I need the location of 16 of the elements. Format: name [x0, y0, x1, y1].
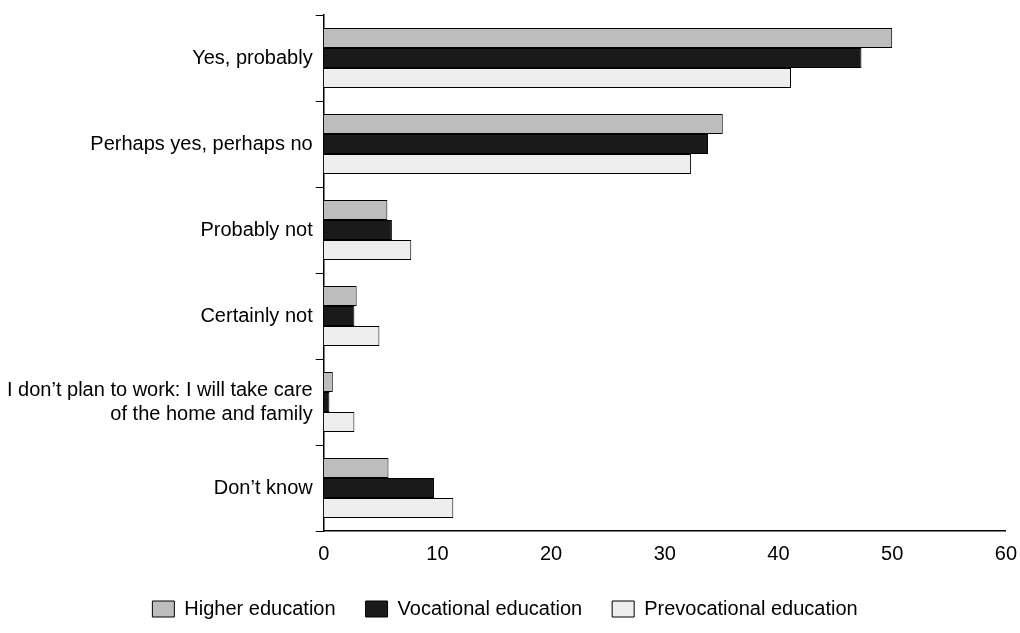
x-tick-label: 10	[426, 541, 449, 564]
x-tick-label: 40	[767, 541, 790, 564]
y-tick-label: Yes, probably	[192, 45, 313, 68]
legend-label: Higher education	[184, 596, 336, 619]
y-tick-label: Perhaps yes, perhaps no	[90, 131, 313, 154]
legend-label: Vocational education	[397, 596, 583, 619]
y-tick-label: Certainly not	[200, 303, 314, 326]
legend-label: Prevocational education	[644, 596, 858, 619]
x-tick-label: 50	[881, 541, 904, 564]
y-tick-label: Don’t know	[213, 475, 314, 498]
y-tick-label: Probably not	[200, 217, 314, 240]
x-tick-label: 30	[653, 541, 676, 564]
y-tick-label: I don’t plan to work: I will take care of the home and family	[6, 377, 313, 424]
x-tick-label: 20	[539, 541, 563, 564]
x-tick-label: 0	[318, 541, 330, 564]
x-tick-label: 60	[994, 541, 1017, 564]
